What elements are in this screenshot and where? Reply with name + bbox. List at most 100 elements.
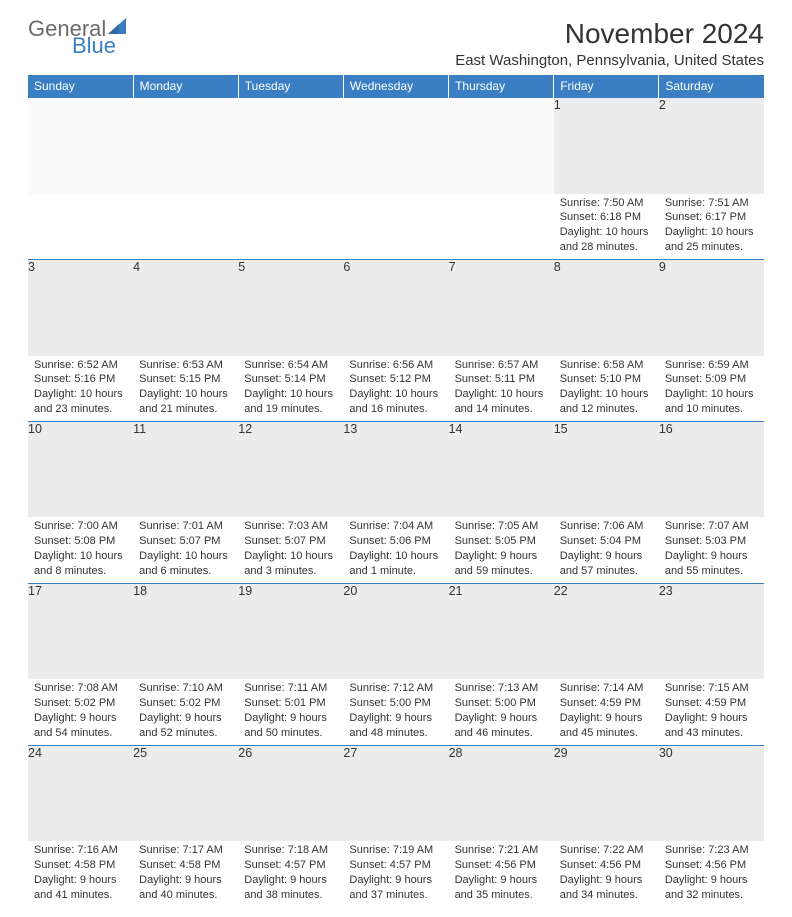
title-block: November 2024 East Washington, Pennsylva… (455, 18, 764, 69)
day-cell: Sunrise: 7:06 AMSunset: 5:04 PMDaylight:… (554, 517, 659, 583)
day-cell: Sunrise: 7:18 AMSunset: 4:57 PMDaylight:… (238, 841, 343, 906)
day-cell: Sunrise: 7:13 AMSunset: 5:00 PMDaylight:… (449, 679, 554, 745)
day-cell (238, 194, 343, 260)
day-number-cell: 10 (28, 421, 133, 517)
day-cell: Sunrise: 7:08 AMSunset: 5:02 PMDaylight:… (28, 679, 133, 745)
day-number-cell: 13 (343, 421, 448, 517)
daynum-row: 17181920212223 (28, 583, 764, 679)
brand-word2: Blue (72, 36, 130, 57)
day-number-cell: 17 (28, 583, 133, 679)
day-header-row: Sunday Monday Tuesday Wednesday Thursday… (28, 75, 764, 98)
day-cell-content: Sunrise: 6:53 AMSunset: 5:15 PMDaylight:… (133, 356, 238, 421)
day-cell-content: Sunrise: 6:59 AMSunset: 5:09 PMDaylight:… (659, 356, 764, 421)
day-number-cell: 8 (554, 260, 659, 356)
day-cell-content: Sunrise: 7:07 AMSunset: 5:03 PMDaylight:… (659, 517, 764, 582)
day-cell-content: Sunrise: 7:50 AMSunset: 6:18 PMDaylight:… (554, 194, 659, 259)
brand-logo: General Blue (28, 18, 130, 57)
day-cell: Sunrise: 6:59 AMSunset: 5:09 PMDaylight:… (659, 356, 764, 422)
day-cell: Sunrise: 7:14 AMSunset: 4:59 PMDaylight:… (554, 679, 659, 745)
day-cell: Sunrise: 6:53 AMSunset: 5:15 PMDaylight:… (133, 356, 238, 422)
day-number-cell: 20 (343, 583, 448, 679)
day-cell: Sunrise: 7:01 AMSunset: 5:07 PMDaylight:… (133, 517, 238, 583)
day-cell-content: Sunrise: 7:12 AMSunset: 5:00 PMDaylight:… (343, 679, 448, 744)
day-cell-content: Sunrise: 7:06 AMSunset: 5:04 PMDaylight:… (554, 517, 659, 582)
day-cell-content: Sunrise: 7:11 AMSunset: 5:01 PMDaylight:… (238, 679, 343, 744)
day-number-cell: 16 (659, 421, 764, 517)
day-number-cell (343, 98, 448, 194)
day-cell-content: Sunrise: 7:21 AMSunset: 4:56 PMDaylight:… (449, 841, 554, 906)
dayhdr-sun: Sunday (28, 75, 133, 98)
day-number-cell: 9 (659, 260, 764, 356)
day-cell: Sunrise: 7:15 AMSunset: 4:59 PMDaylight:… (659, 679, 764, 745)
day-number-cell: 14 (449, 421, 554, 517)
day-cell-content (238, 194, 343, 200)
day-cell-content: Sunrise: 6:56 AMSunset: 5:12 PMDaylight:… (343, 356, 448, 421)
day-body-row: Sunrise: 7:00 AMSunset: 5:08 PMDaylight:… (28, 517, 764, 583)
day-cell: Sunrise: 7:12 AMSunset: 5:00 PMDaylight:… (343, 679, 448, 745)
day-cell: Sunrise: 7:51 AMSunset: 6:17 PMDaylight:… (659, 194, 764, 260)
day-cell (28, 194, 133, 260)
day-cell (449, 194, 554, 260)
day-number-cell: 18 (133, 583, 238, 679)
day-cell-content: Sunrise: 7:14 AMSunset: 4:59 PMDaylight:… (554, 679, 659, 744)
day-number-cell: 21 (449, 583, 554, 679)
day-number-cell: 3 (28, 260, 133, 356)
day-body-row: Sunrise: 7:16 AMSunset: 4:58 PMDaylight:… (28, 841, 764, 906)
day-number-cell (28, 98, 133, 194)
dayhdr-fri: Friday (554, 75, 659, 98)
day-number-cell: 12 (238, 421, 343, 517)
day-number-cell: 29 (554, 745, 659, 841)
day-number-cell (449, 98, 554, 194)
day-number-cell: 23 (659, 583, 764, 679)
day-cell-content: Sunrise: 6:58 AMSunset: 5:10 PMDaylight:… (554, 356, 659, 421)
day-cell-content (133, 194, 238, 200)
day-cell: Sunrise: 6:54 AMSunset: 5:14 PMDaylight:… (238, 356, 343, 422)
location-label: East Washington, Pennsylvania, United St… (455, 52, 764, 69)
day-cell-content: Sunrise: 7:19 AMSunset: 4:57 PMDaylight:… (343, 841, 448, 906)
day-cell (133, 194, 238, 260)
day-cell: Sunrise: 7:05 AMSunset: 5:05 PMDaylight:… (449, 517, 554, 583)
day-cell: Sunrise: 7:07 AMSunset: 5:03 PMDaylight:… (659, 517, 764, 583)
day-cell: Sunrise: 6:57 AMSunset: 5:11 PMDaylight:… (449, 356, 554, 422)
day-cell-content: Sunrise: 7:16 AMSunset: 4:58 PMDaylight:… (28, 841, 133, 906)
month-title: November 2024 (455, 18, 764, 50)
day-cell-content: Sunrise: 7:08 AMSunset: 5:02 PMDaylight:… (28, 679, 133, 744)
day-cell-content: Sunrise: 6:54 AMSunset: 5:14 PMDaylight:… (238, 356, 343, 421)
day-number-cell: 1 (554, 98, 659, 194)
day-cell-content: Sunrise: 7:10 AMSunset: 5:02 PMDaylight:… (133, 679, 238, 744)
day-number-cell: 28 (449, 745, 554, 841)
day-number-cell: 5 (238, 260, 343, 356)
day-number-cell (238, 98, 343, 194)
day-cell: Sunrise: 7:21 AMSunset: 4:56 PMDaylight:… (449, 841, 554, 906)
day-cell: Sunrise: 7:04 AMSunset: 5:06 PMDaylight:… (343, 517, 448, 583)
day-cell-content (449, 194, 554, 200)
day-number-cell: 4 (133, 260, 238, 356)
page-header: General Blue November 2024 East Washingt… (28, 18, 764, 69)
day-cell-content: Sunrise: 7:17 AMSunset: 4:58 PMDaylight:… (133, 841, 238, 906)
day-body-row: Sunrise: 7:08 AMSunset: 5:02 PMDaylight:… (28, 679, 764, 745)
day-cell: Sunrise: 7:19 AMSunset: 4:57 PMDaylight:… (343, 841, 448, 906)
calendar-table: Sunday Monday Tuesday Wednesday Thursday… (28, 75, 764, 907)
day-cell: Sunrise: 7:00 AMSunset: 5:08 PMDaylight:… (28, 517, 133, 583)
day-cell-content: Sunrise: 7:03 AMSunset: 5:07 PMDaylight:… (238, 517, 343, 582)
daynum-row: 10111213141516 (28, 421, 764, 517)
day-cell: Sunrise: 7:22 AMSunset: 4:56 PMDaylight:… (554, 841, 659, 906)
day-number-cell: 7 (449, 260, 554, 356)
day-cell-content (343, 194, 448, 200)
day-body-row: Sunrise: 6:52 AMSunset: 5:16 PMDaylight:… (28, 356, 764, 422)
day-cell-content: Sunrise: 7:18 AMSunset: 4:57 PMDaylight:… (238, 841, 343, 906)
calendar-body: 12Sunrise: 7:50 AMSunset: 6:18 PMDayligh… (28, 98, 764, 907)
day-cell-content: Sunrise: 7:04 AMSunset: 5:06 PMDaylight:… (343, 517, 448, 582)
day-cell-content: Sunrise: 6:57 AMSunset: 5:11 PMDaylight:… (449, 356, 554, 421)
day-number-cell: 27 (343, 745, 448, 841)
day-cell (343, 194, 448, 260)
day-cell-content: Sunrise: 7:23 AMSunset: 4:56 PMDaylight:… (659, 841, 764, 906)
daynum-row: 12 (28, 98, 764, 194)
calendar-page: General Blue November 2024 East Washingt… (0, 0, 792, 917)
day-number-cell (133, 98, 238, 194)
day-cell-content: Sunrise: 7:22 AMSunset: 4:56 PMDaylight:… (554, 841, 659, 906)
day-cell-content (28, 194, 133, 200)
day-cell: Sunrise: 7:17 AMSunset: 4:58 PMDaylight:… (133, 841, 238, 906)
day-cell-content: Sunrise: 7:15 AMSunset: 4:59 PMDaylight:… (659, 679, 764, 744)
day-number-cell: 30 (659, 745, 764, 841)
